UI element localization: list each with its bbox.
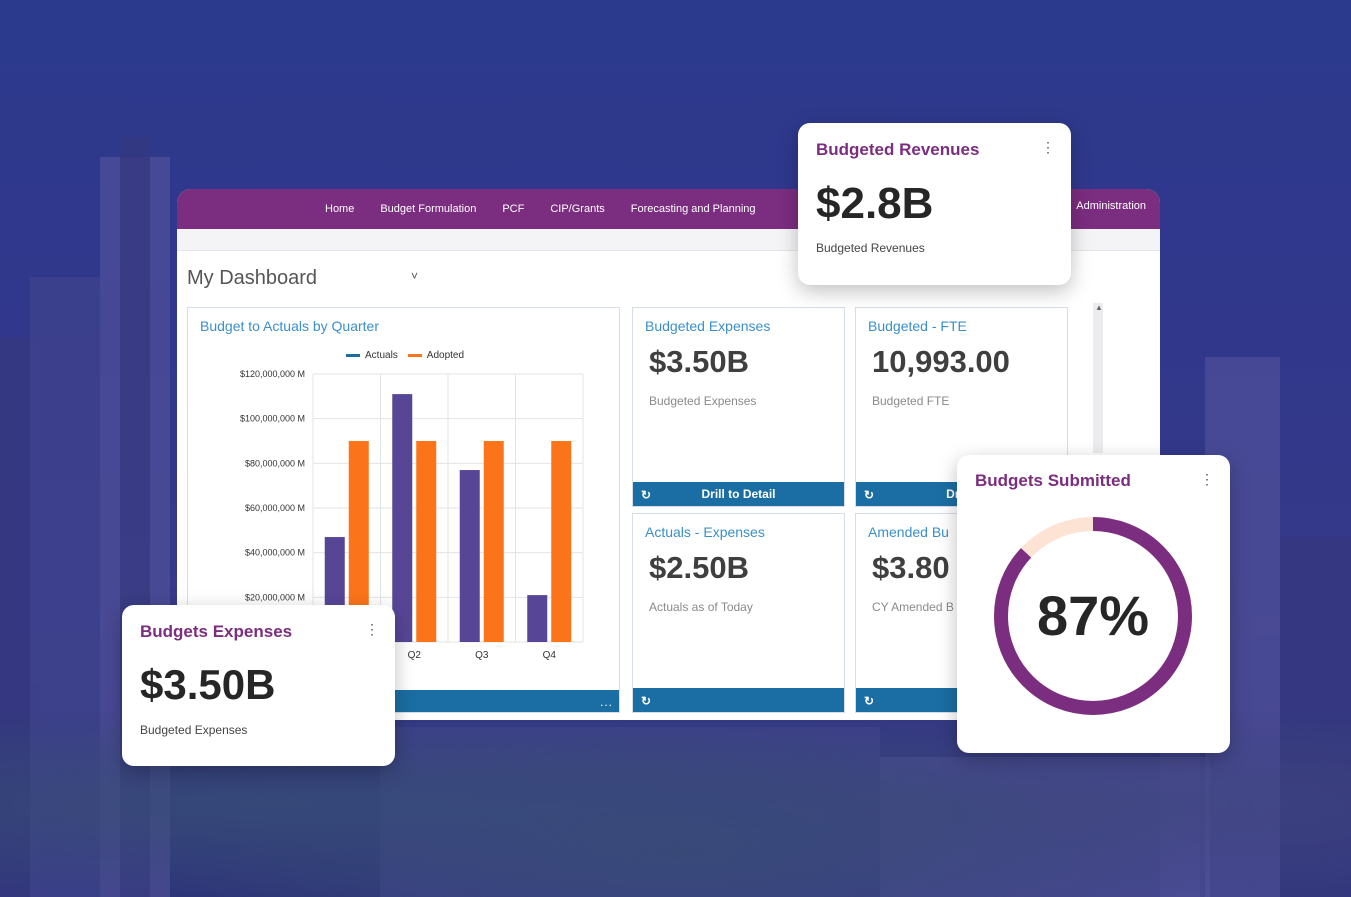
y-tick-label: $120,000,000 M — [240, 369, 305, 379]
bar-actuals-q3[interactable] — [459, 470, 480, 642]
bar-actuals-q4[interactable] — [527, 595, 548, 642]
progress-ring: 87% — [994, 517, 1192, 715]
float-card-budgets-expenses: Budgets Expenses ⋮ $3.50B Budgeted Expen… — [122, 605, 395, 766]
float-card-value: $3.50B — [140, 661, 276, 708]
tile-subtitle: CY Amended B — [872, 600, 954, 614]
legend-item-adopted[interactable]: Adopted — [407, 350, 465, 361]
tile-subtitle: Budgeted Expenses — [649, 394, 757, 408]
tile-title: Amended Bu — [868, 524, 949, 540]
float-card-subtitle: Budgeted Expenses — [140, 723, 248, 737]
y-tick-label: $20,000,000 M — [245, 592, 305, 602]
x-tick-label: Q2 — [408, 650, 422, 661]
tile-footer-bar[interactable]: ↻ — [633, 688, 844, 712]
bar-actuals-q2[interactable] — [392, 394, 413, 642]
float-card-title: Budgets Submitted — [975, 471, 1131, 490]
tile-value: 10,993.00 — [872, 344, 1010, 379]
refresh-icon[interactable]: ↻ — [641, 694, 652, 708]
progress-ring-value: 87% — [1037, 584, 1149, 647]
float-card-subtitle: Budgeted Revenues — [816, 241, 925, 255]
float-card-budgets-submitted: Budgets Submitted ⋮ 87% — [957, 455, 1230, 753]
legend-label-adopted: Adopted — [426, 350, 465, 361]
nav-home[interactable]: Home — [325, 203, 355, 215]
tile-title: Actuals - Expenses — [645, 524, 765, 540]
float-card-title: Budgeted Revenues — [816, 140, 980, 159]
legend-swatch-adopted — [407, 354, 422, 357]
page-title: My Dashboard — [187, 267, 318, 289]
scrollbar[interactable] — [1093, 303, 1103, 453]
y-tick-label: $100,000,000 M — [240, 414, 305, 424]
drill-label: Drill to Detail — [701, 487, 776, 501]
kebab-menu-icon[interactable]: ⋮ — [1041, 139, 1055, 155]
legend-label-actuals: Actuals — [365, 350, 398, 361]
float-card-value: $2.8B — [816, 179, 934, 228]
x-tick-label: Q3 — [475, 650, 489, 661]
nav-budget-formulation[interactable]: Budget Formulation — [380, 203, 477, 215]
bar-adopted-q2[interactable] — [416, 441, 437, 642]
progress-ring-fill — [994, 517, 1192, 715]
float-card-budgeted-revenues: Budgeted Revenues ⋮ $2.8B Budgeted Reven… — [798, 123, 1071, 285]
tile-value: $2.50B — [649, 550, 749, 585]
nav-forecasting-planning[interactable]: Forecasting and Planning — [630, 203, 756, 215]
legend-item-actuals[interactable]: Actuals — [346, 350, 398, 361]
y-tick-label: $40,000,000 M — [245, 548, 305, 558]
y-tick-label: $80,000,000 M — [245, 458, 305, 468]
float-card-title: Budgets Expenses — [140, 622, 293, 641]
tile-value: $3.50B — [649, 344, 749, 379]
nav-cip-grants[interactable]: CIP/Grants — [550, 203, 605, 215]
legend-swatch-actuals — [346, 354, 360, 357]
chart-title: Budget to Actuals by Quarter — [200, 318, 379, 334]
tile-title: Budgeted Expenses — [645, 318, 771, 334]
kebab-menu-icon[interactable]: ⋮ — [365, 621, 379, 637]
nav-pcf[interactable]: PCF — [502, 203, 525, 215]
refresh-icon[interactable]: ↻ — [864, 694, 875, 708]
x-tick-label: Q4 — [543, 650, 557, 661]
refresh-icon[interactable]: ↻ — [864, 488, 875, 502]
tile-value: $3.80 — [872, 550, 950, 585]
drill-to-detail-button[interactable]: ↻ Drill to Detail — [633, 482, 844, 506]
bar-adopted-q1[interactable] — [348, 441, 369, 642]
scroll-up-icon[interactable]: ▲ — [1095, 303, 1103, 312]
refresh-icon[interactable]: ↻ — [641, 488, 652, 502]
kebab-menu-icon[interactable]: ⋮ — [1200, 471, 1214, 487]
y-tick-label: $60,000,000 M — [245, 503, 305, 513]
tile-budgeted-expenses: Budgeted Expenses $3.50B Budgeted Expens… — [632, 307, 845, 507]
nav-administration[interactable]: Administration — [1076, 200, 1146, 212]
bar-adopted-q4[interactable] — [551, 441, 572, 642]
tile-subtitle: Budgeted FTE — [872, 394, 950, 408]
bar-adopted-q3[interactable] — [483, 441, 504, 642]
chart-legend: Actuals Adopted — [346, 350, 464, 361]
tile-title: Budgeted - FTE — [868, 318, 967, 334]
tile-subtitle: Actuals as of Today — [649, 600, 753, 614]
more-options-icon[interactable]: ... — [599, 695, 613, 709]
chevron-down-icon[interactable]: ˅ — [411, 269, 419, 283]
bar-chart: $120,000,000 M $100,000,000 M $80,000,000 … — [240, 369, 584, 661]
tile-actuals-expenses: Actuals - Expenses $2.50B Actuals as of … — [632, 513, 845, 713]
